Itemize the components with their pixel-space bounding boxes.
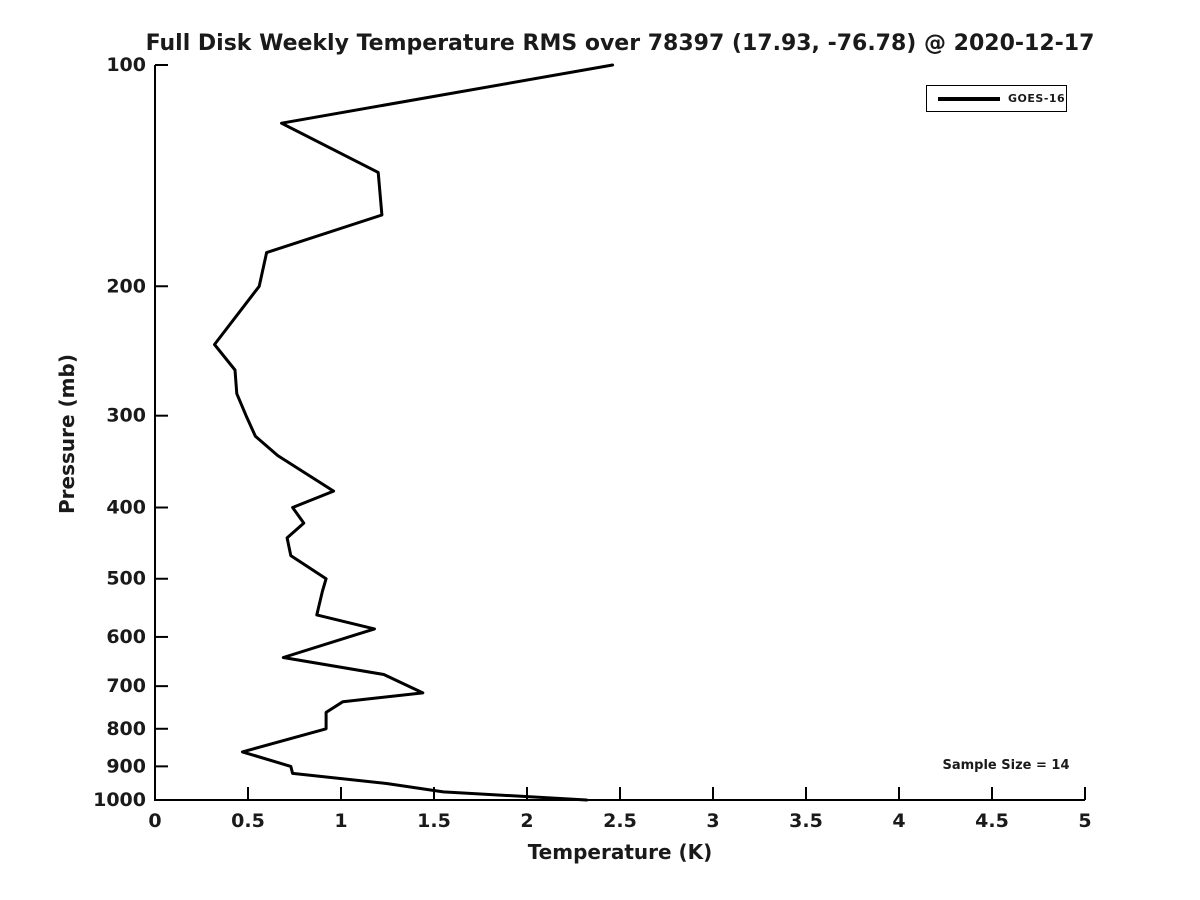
y-axis-tick-label: 200	[106, 275, 146, 297]
y-axis-tick-label: 800	[106, 718, 146, 740]
y-axis-tick-label: 100	[106, 54, 146, 76]
legend-line-sample	[938, 96, 1000, 101]
axis-spines	[154, 65, 1085, 801]
x-axis-label: Temperature (K)	[527, 840, 713, 864]
x-axis-tick-label: 2.5	[603, 810, 637, 832]
y-axis-tick-label: 700	[106, 675, 146, 697]
y-axis-tick-label: 900	[106, 755, 146, 777]
x-axis-tick-label: 1.5	[417, 810, 451, 832]
x-axis-tick-label: 1	[334, 810, 347, 832]
series-line-goes-16	[213, 63, 615, 802]
y-axis-tick-label: 600	[106, 626, 146, 648]
x-axis-tick-label: 3	[706, 810, 719, 832]
legend-series-label: GOES-16	[1008, 92, 1066, 105]
y-axis-tick-label: 500	[106, 568, 146, 590]
y-axis-tick-label: 1000	[93, 789, 146, 811]
chart-title: Full Disk Weekly Temperature RMS over 78…	[145, 31, 1095, 56]
legend: GOES-16	[926, 85, 1067, 112]
y-axis-tick-label: 300	[106, 405, 146, 427]
y-axis-tick-label: 400	[106, 497, 146, 519]
x-axis-tick-label: 4.5	[975, 810, 1009, 832]
x-axis-tick-label: 3.5	[789, 810, 823, 832]
x-axis-tick-label: 2	[520, 810, 533, 832]
sample-size-annotation: Sample Size = 14	[942, 758, 1070, 773]
x-axis-tick-label: 0.5	[231, 810, 265, 832]
x-axis-tick-label: 4	[892, 810, 905, 832]
x-axis-tick-label: 5	[1078, 810, 1091, 832]
x-axis-tick-label: 0	[148, 810, 161, 832]
